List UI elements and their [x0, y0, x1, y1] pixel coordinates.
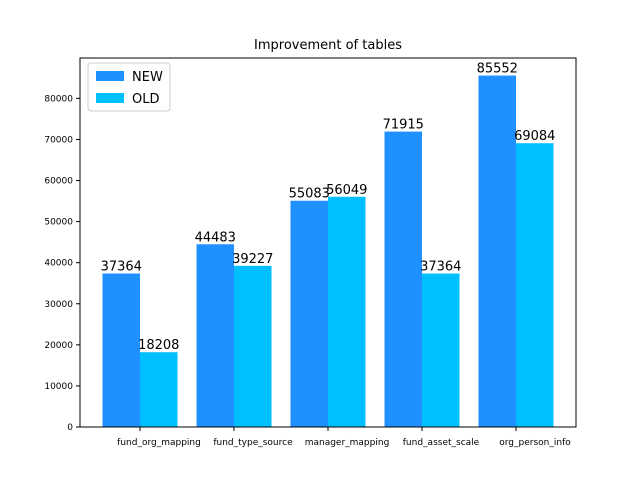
bar-old-fund_org_mapping [140, 352, 178, 427]
bar-old-manager_mapping [328, 196, 366, 427]
bar-new-fund_asset_scale [384, 131, 422, 427]
data-label-new-manager_mapping: 55083 [289, 187, 330, 202]
y-tick-label: 30000 [44, 300, 73, 310]
y-tick-label: 40000 [44, 259, 73, 269]
legend-swatch-new [96, 71, 124, 81]
plot-frame [79, 57, 577, 428]
bar-old-org_person_info [516, 143, 554, 427]
y-tick-label: 50000 [44, 218, 73, 228]
x-axis: fund_org_mapping fund_type_source manager_… [117, 427, 571, 448]
chart-title: Improvement of tables [254, 38, 402, 53]
x-tick-label-fund_type_source: fund_type_source [213, 438, 293, 448]
y-tick-label: 70000 [44, 135, 73, 145]
data-label-new-fund_org_mapping: 37364 [101, 260, 142, 275]
data-label-old-org_person_info: 69084 [514, 129, 555, 144]
data-label-old-fund_type_source: 39227 [232, 252, 273, 267]
bar-old-fund_type_source [234, 265, 272, 427]
bar-new-manager_mapping [290, 200, 328, 427]
data-label-new-fund_type_source: 44483 [195, 230, 236, 245]
legend-label-old: OLD [132, 92, 160, 107]
legend-label-new: NEW [132, 70, 163, 85]
bars-group [102, 75, 554, 427]
legend-swatch-old [96, 93, 124, 103]
bar-new-fund_org_mapping [102, 273, 140, 427]
y-tick-label: 20000 [44, 341, 73, 351]
data-label-old-fund_asset_scale: 37364 [420, 260, 461, 275]
legend: NEW OLD [87, 62, 171, 112]
y-tick-label: 0 [67, 423, 73, 433]
x-tick-label-manager_mapping: manager_mapping [305, 438, 390, 448]
x-tick-label-org_person_info: org_person_info [499, 438, 571, 448]
bar-old-fund_asset_scale [422, 273, 460, 427]
data-label-new-fund_asset_scale: 71915 [383, 118, 424, 133]
data-label-old-fund_org_mapping: 18208 [138, 338, 179, 353]
y-axis: 0 10000 20000 30000 40000 50000 60000 70000 8000… [44, 94, 80, 433]
bar-new-org_person_info [478, 75, 516, 427]
data-label-new-org_person_info: 85552 [477, 62, 518, 77]
x-tick-label-fund_asset_scale: fund_asset_scale [403, 438, 480, 448]
x-tick-label-fund_org_mapping: fund_org_mapping [117, 438, 201, 448]
y-tick-label: 80000 [44, 94, 73, 104]
y-tick-label: 60000 [44, 177, 73, 187]
data-label-old-manager_mapping: 56049 [326, 183, 367, 198]
y-tick-label: 10000 [44, 382, 73, 392]
bar-new-fund_type_source [196, 244, 234, 427]
